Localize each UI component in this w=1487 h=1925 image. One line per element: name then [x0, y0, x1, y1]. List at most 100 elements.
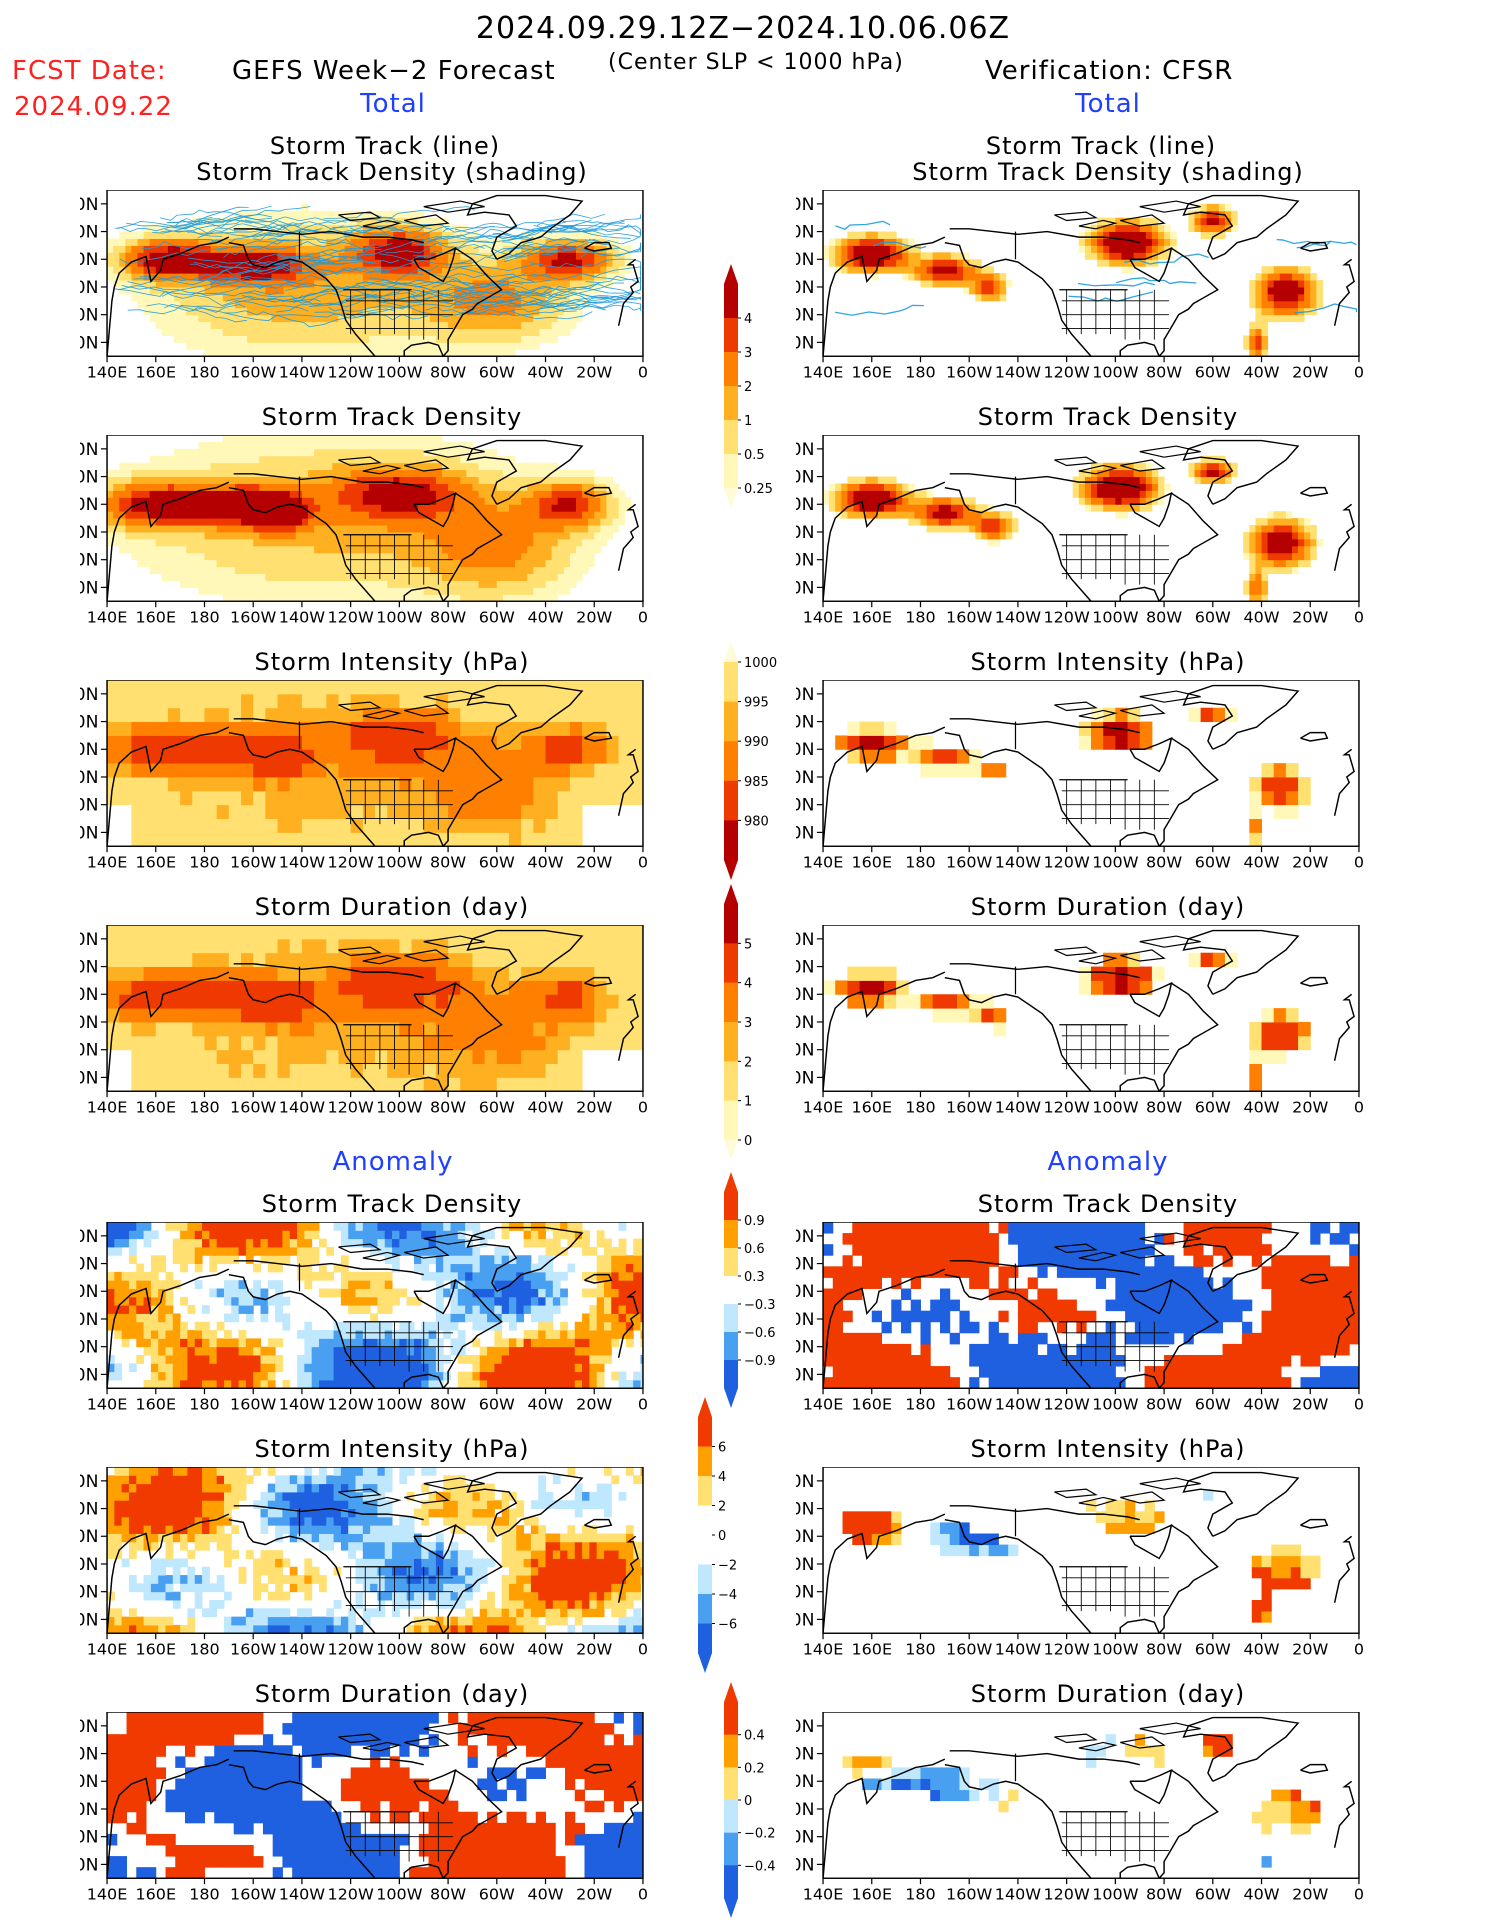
lat-tick-label: 60N [796, 494, 814, 514]
panel-title-density-anom-right: Storm Track Density [977, 1190, 1239, 1218]
panel-title-intensity-left: Storm Intensity (hPa) [254, 648, 530, 676]
lon-tick-label: 20W [1292, 1885, 1329, 1902]
lon-tick-label: 40W [1243, 608, 1280, 625]
lon-tick-label: 140E [87, 1395, 128, 1412]
map-duration-forecast: 80N 70N 60N 50N 40N 30N 140E 160E 180 160W140W120… [80, 925, 648, 1115]
lon-tick-label: 120W [1044, 853, 1091, 870]
lon-tick-label: 0 [638, 1885, 648, 1902]
lat-tick-label: 40N [80, 795, 98, 815]
colorbar-tick-label: 2 [744, 380, 752, 395]
lon-tick-label: 160E [135, 1885, 176, 1902]
lat-tick-label: 60N [80, 494, 98, 514]
coastline-layer [107, 1226, 639, 1389]
lat-tick-label: 70N [80, 1499, 98, 1519]
colorbar-tick-label: 985 [744, 775, 769, 790]
colorbar-tick-label: 2 [718, 1500, 726, 1515]
lon-tick-label: 20W [576, 363, 613, 380]
colorbar-tick-label: 3 [744, 346, 752, 361]
shading-layer [107, 925, 643, 1092]
lon-tick-label: 120W [328, 1885, 375, 1902]
lon-tick-label: 140E [87, 853, 128, 870]
lon-tick-label: 160E [851, 1098, 892, 1115]
lat-tick-label: 70N [80, 957, 98, 977]
lat-tick-label: 60N [80, 1281, 98, 1301]
lat-tick-label: 60N [80, 984, 98, 1004]
lat-tick-label: 70N [80, 222, 98, 242]
lon-tick-label: 40W [527, 1885, 564, 1902]
coastline-layer [823, 684, 1355, 847]
lon-tick-label: 20W [1292, 1098, 1329, 1115]
colorbar-tick-label: 4 [718, 1470, 726, 1485]
lon-tick-label: 140E [803, 1640, 844, 1657]
lon-tick-label: 160E [135, 1098, 176, 1115]
lat-tick-label: 30N [80, 1365, 98, 1385]
lon-tick-label: 140W [995, 853, 1042, 870]
map-intensity-anomaly-verification: 80N 70N 60N 50N 40N 30N 140E 160E 180 160W140W120… [796, 1467, 1364, 1657]
lon-tick-label: 80W [430, 1640, 467, 1657]
lon-tick-label: 160W [946, 853, 993, 870]
lat-tick-label: 80N [796, 439, 814, 459]
lon-tick-label: 100W [376, 363, 423, 380]
lon-tick-label: 180 [189, 1640, 219, 1657]
lat-tick-label: 30N [796, 1365, 814, 1385]
lon-tick-label: 180 [905, 853, 935, 870]
lon-tick-label: 160E [851, 1885, 892, 1902]
colorbar-density-anomaly: 0.9 0.6 0.3 −0.3 −0.6 −0.9 [724, 1172, 776, 1408]
coastline-layer [107, 194, 639, 357]
lon-tick-label: 60W [479, 363, 516, 380]
lon-tick-label: 120W [1044, 1885, 1091, 1902]
lon-tick-label: 0 [638, 608, 648, 625]
colorbar-tick-label: 0.6 [744, 1242, 765, 1257]
lat-tick-label: 70N [80, 467, 98, 487]
lon-tick-label: 180 [189, 1098, 219, 1115]
lon-tick-label: 80W [430, 1395, 467, 1412]
lon-tick-label: 180 [189, 608, 219, 625]
lon-tick-label: 40W [1243, 363, 1280, 380]
lat-tick-label: 30N [80, 333, 98, 353]
lon-tick-label: 20W [1292, 363, 1329, 380]
lon-tick-label: 140E [803, 1885, 844, 1902]
lon-tick-label: 140E [803, 1098, 844, 1115]
lon-tick-label: 20W [1292, 1395, 1329, 1412]
colorbar-tick-label: 0.2 [744, 1761, 765, 1776]
coastline-layer [823, 1226, 1355, 1389]
verification-label: Verification: CFSR [985, 56, 1234, 86]
lon-tick-label: 160E [851, 1395, 892, 1412]
lon-tick-label: 120W [1044, 1640, 1091, 1657]
lat-tick-label: 70N [796, 1254, 814, 1274]
lon-tick-label: 100W [376, 1640, 423, 1657]
panel-title-density-anom-left: Storm Track Density [261, 1190, 523, 1218]
lon-tick-label: 20W [1292, 1640, 1329, 1657]
lon-tick-label: 100W [376, 1885, 423, 1902]
lat-tick-label: 40N [80, 550, 98, 570]
lat-tick-label: 50N [80, 1309, 98, 1329]
lon-tick-label: 140E [803, 1395, 844, 1412]
lat-tick-label: 80N [796, 1471, 814, 1491]
lat-tick-label: 80N [80, 1226, 98, 1246]
lat-tick-label: 60N [796, 249, 814, 269]
lon-tick-label: 120W [1044, 363, 1091, 380]
lon-tick-label: 40W [1243, 853, 1280, 870]
colorbar-tick-label: 4 [744, 312, 752, 327]
coastline-layer [107, 929, 639, 1092]
lat-tick-label: 40N [80, 305, 98, 325]
lat-tick-label: 50N [796, 522, 814, 542]
coastline-layer [823, 194, 1355, 357]
lon-tick-label: 80W [430, 608, 467, 625]
panel-title-track-line-right: Storm Track (line) [985, 132, 1217, 160]
lon-tick-label: 160E [135, 1640, 176, 1657]
lon-tick-label: 140E [803, 853, 844, 870]
colorbar-tick-label: −2 [718, 1559, 737, 1574]
lon-tick-label: 120W [328, 1098, 375, 1115]
lat-tick-label: 30N [796, 333, 814, 353]
coastline-layer [107, 1716, 639, 1879]
lon-tick-label: 100W [376, 1098, 423, 1115]
colorbar-duration-anomaly: 0.4 0.2 0 −0.2 −0.4 [724, 1682, 776, 1918]
colorbar-tick-label: 980 [744, 814, 769, 829]
lon-tick-label: 60W [479, 1098, 516, 1115]
lat-tick-label: 70N [796, 1744, 814, 1764]
lat-tick-label: 70N [796, 957, 814, 977]
lon-tick-label: 180 [905, 1885, 935, 1902]
lon-tick-label: 180 [189, 363, 219, 380]
lon-tick-label: 0 [1354, 853, 1364, 870]
